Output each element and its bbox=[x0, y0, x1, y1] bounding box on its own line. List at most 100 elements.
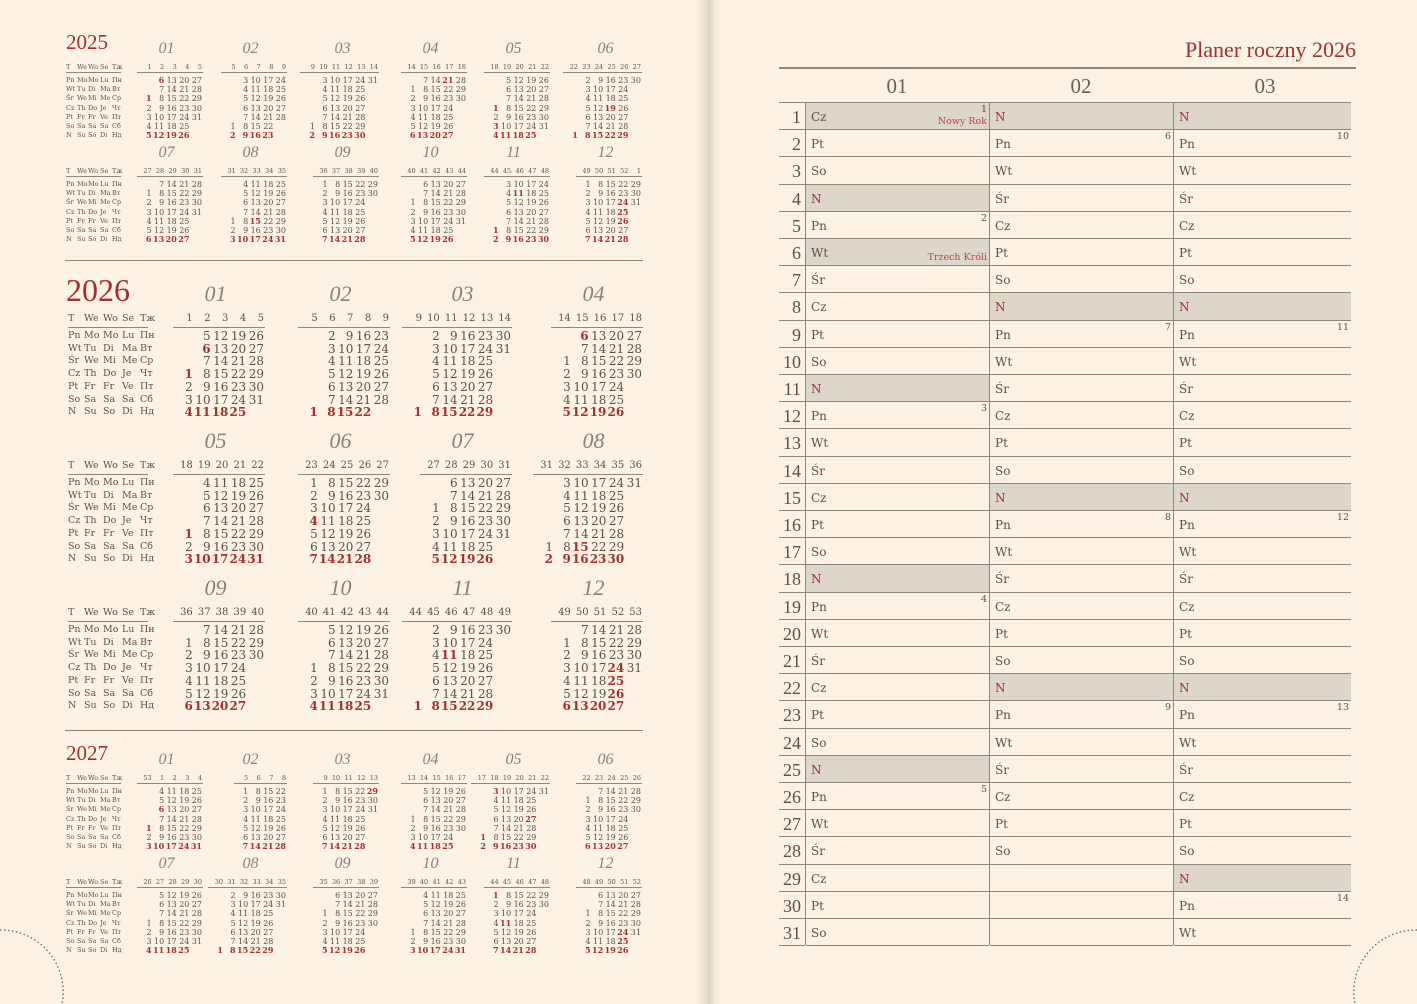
planner-day-cell[interactable]: Śr bbox=[1174, 565, 1351, 593]
planner-day-cell[interactable]: Pt bbox=[990, 620, 1173, 647]
planner-day-cell[interactable]: Cz bbox=[806, 484, 989, 511]
planner-day-cell[interactable]: N bbox=[806, 375, 989, 403]
planner-day-cell[interactable]: N bbox=[1174, 674, 1351, 702]
planner-day-cell[interactable]: Cz bbox=[990, 783, 1173, 811]
planner-day-cell[interactable]: Cz 1 Nowy Rok bbox=[806, 103, 989, 131]
planner-day-cell[interactable]: Pt bbox=[806, 130, 989, 158]
planner-day-cell[interactable]: Pn 13 bbox=[1174, 701, 1351, 729]
planner-day-cell[interactable]: N bbox=[990, 293, 1173, 321]
planner-day-cell[interactable]: Śr bbox=[806, 266, 989, 294]
planner-day-cell[interactable]: Wt bbox=[1174, 157, 1351, 185]
planner-day-cell[interactable]: So bbox=[990, 837, 1173, 865]
planner-day-cell[interactable]: Pn 6 bbox=[990, 130, 1173, 158]
planner-day-cell[interactable]: N bbox=[1174, 864, 1351, 892]
planner-day-cell[interactable]: Pn 14 bbox=[1174, 892, 1351, 919]
planner-day-cell[interactable]: Śr bbox=[990, 565, 1173, 593]
planner-day-cell[interactable]: Wt Trzech Króli bbox=[806, 239, 989, 267]
planner-day-cell[interactable]: N bbox=[1174, 293, 1351, 321]
planner-day-cell[interactable]: Pt bbox=[990, 810, 1173, 838]
planner-day-cell[interactable]: Śr bbox=[1174, 375, 1351, 403]
planner-day-cell[interactable]: So bbox=[990, 266, 1173, 294]
planner-day-cell[interactable]: Pt bbox=[806, 701, 989, 729]
planner-day-cell[interactable]: So bbox=[806, 348, 989, 375]
planner-day-cell[interactable]: N bbox=[990, 674, 1173, 702]
planner-day-cell[interactable]: Wt bbox=[990, 729, 1173, 756]
planner-day-cell[interactable]: Pt bbox=[990, 239, 1173, 267]
planner-day-cell[interactable]: N bbox=[990, 103, 1173, 131]
planner-day-cell[interactable]: Wt bbox=[806, 810, 989, 838]
planner-day-cell[interactable]: Wt bbox=[990, 538, 1173, 566]
week-number: 39 bbox=[369, 878, 378, 886]
day: 19 bbox=[605, 833, 616, 842]
planner-day-cell[interactable]: Pn 3 bbox=[806, 402, 989, 430]
planner-day-cell[interactable]: So bbox=[990, 457, 1173, 484]
week-number: 17 bbox=[611, 313, 625, 324]
planner-day-cell[interactable]: Pt bbox=[990, 429, 1173, 457]
planner-day-cell[interactable]: Śr bbox=[806, 457, 989, 484]
planner-day-cell[interactable]: Wt bbox=[806, 620, 989, 647]
planner-day-cell[interactable]: Śr bbox=[990, 756, 1173, 783]
planner-day-cell[interactable]: Cz bbox=[806, 293, 989, 321]
planner-day-cell[interactable]: Wt bbox=[1174, 538, 1351, 566]
weekday-legend-label: Pn bbox=[66, 891, 75, 899]
day: 1 bbox=[545, 539, 553, 554]
planner-day-cell[interactable]: Pn 7 bbox=[990, 321, 1173, 348]
week-number: 43 bbox=[457, 878, 466, 886]
planner-day-cell[interactable]: Śr bbox=[1174, 756, 1351, 783]
planner-day-cell[interactable]: Pn 5 bbox=[806, 783, 989, 811]
planner-day-cell[interactable]: So bbox=[806, 538, 989, 566]
planner-day-cell[interactable]: Śr bbox=[806, 837, 989, 865]
planner-day-cell[interactable]: Śr bbox=[990, 375, 1173, 403]
planner-day-cell[interactable]: Cz bbox=[990, 402, 1173, 430]
planner-day-cell[interactable]: Pt bbox=[1174, 239, 1351, 267]
day: 30 bbox=[626, 648, 642, 663]
holiday-day: 22 bbox=[458, 699, 476, 714]
planner-day-cell[interactable]: Pn 4 bbox=[806, 593, 989, 620]
planner-day-cell[interactable]: Wt bbox=[806, 429, 989, 457]
planner-day-cell[interactable]: Wt bbox=[990, 348, 1173, 375]
planner-day-cell[interactable]: So bbox=[1174, 266, 1351, 294]
planner-day-cell[interactable]: Cz bbox=[1174, 783, 1351, 811]
planner-day-cell[interactable]: Śr bbox=[806, 647, 989, 675]
planner-day-cell[interactable]: Wt bbox=[1174, 729, 1351, 756]
planner-day-cell[interactable]: Cz bbox=[1174, 593, 1351, 620]
planner-day-cell[interactable]: Pn 11 bbox=[1174, 321, 1351, 348]
planner-day-cell[interactable]: Pn 9 bbox=[990, 701, 1173, 729]
planner-day-cell[interactable]: Cz bbox=[806, 674, 989, 702]
planner-day-cell[interactable]: So bbox=[1174, 837, 1351, 865]
day: 8 bbox=[598, 909, 604, 919]
planner-day-cell[interactable]: Pt bbox=[806, 511, 989, 539]
planner-day-cell[interactable]: N bbox=[1174, 483, 1351, 511]
planner-day-cell[interactable]: Wt bbox=[990, 157, 1173, 185]
planner-day-cell[interactable]: So bbox=[1174, 457, 1351, 484]
planner-day-cell[interactable]: So bbox=[806, 729, 989, 756]
planner-day-cell[interactable]: Cz bbox=[1174, 402, 1351, 430]
planner-day-cell[interactable]: N bbox=[1174, 103, 1351, 131]
planner-day-cell[interactable]: N bbox=[806, 755, 989, 783]
planner-day-cell[interactable]: Cz bbox=[990, 212, 1173, 239]
planner-day-cell[interactable]: Pn 2 bbox=[806, 212, 989, 239]
planner-day-cell[interactable]: Pn 12 bbox=[1174, 511, 1351, 539]
planner-day-cell[interactable]: Śr bbox=[1174, 185, 1351, 212]
planner-day-cell[interactable]: Cz bbox=[1174, 212, 1351, 239]
planner-day-cell[interactable]: Pt bbox=[806, 321, 989, 348]
planner-day-cell[interactable]: So bbox=[806, 157, 989, 185]
planner-day-cell[interactable]: Pn 8 bbox=[990, 511, 1173, 539]
planner-day-cell[interactable]: Pt bbox=[1174, 620, 1351, 647]
planner-day-cell[interactable]: Pt bbox=[1174, 429, 1351, 457]
day: 29 bbox=[367, 180, 378, 189]
planner-day-cell[interactable]: N bbox=[990, 483, 1173, 511]
planner-day-cell[interactable]: Wt bbox=[1174, 919, 1351, 947]
planner-day-cell[interactable]: Wt bbox=[1174, 348, 1351, 375]
planner-day-cell[interactable]: Pt bbox=[806, 892, 989, 919]
planner-day-cell[interactable]: Śr bbox=[990, 185, 1173, 212]
planner-day-cell[interactable]: N bbox=[806, 184, 989, 212]
planner-day-cell[interactable]: Pt bbox=[1174, 810, 1351, 838]
planner-day-cell[interactable]: N bbox=[806, 565, 989, 593]
planner-day-cell[interactable]: Pn 10 bbox=[1174, 130, 1351, 158]
planner-day-cell[interactable]: Cz bbox=[990, 593, 1173, 620]
planner-day-cell[interactable]: So bbox=[1174, 647, 1351, 675]
planner-day-cell[interactable]: So bbox=[806, 919, 989, 947]
planner-day-cell[interactable]: Cz bbox=[806, 865, 989, 892]
planner-day-cell[interactable]: So bbox=[990, 647, 1173, 675]
